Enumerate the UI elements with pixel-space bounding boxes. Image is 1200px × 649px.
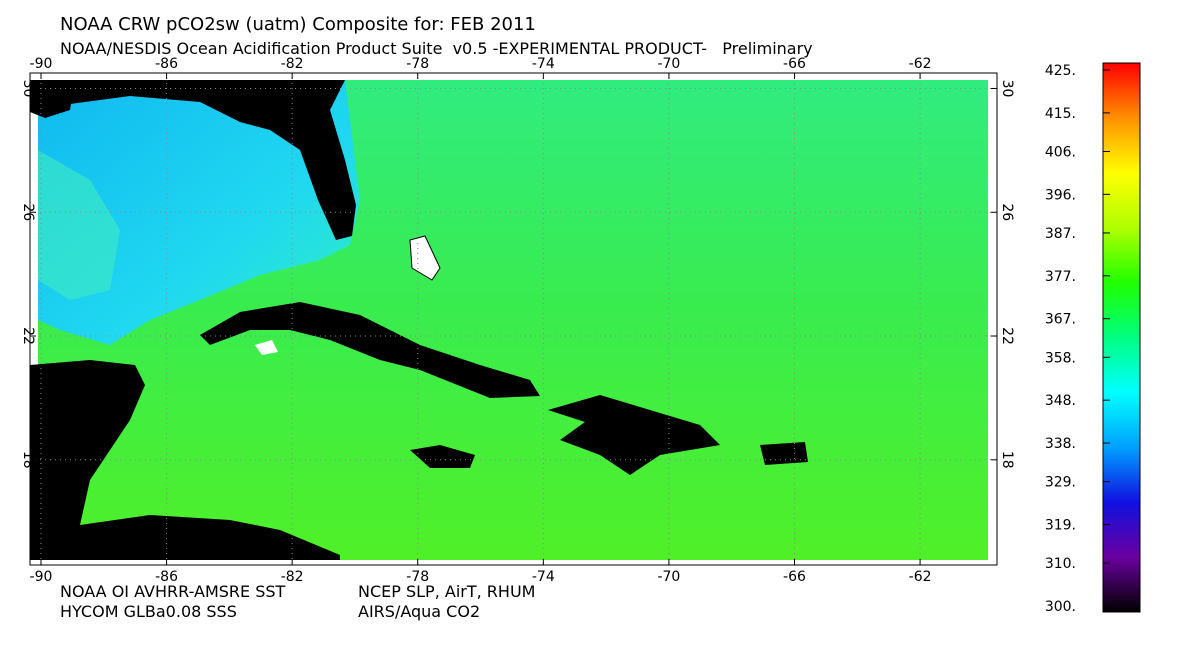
y-tick-label: 30 xyxy=(20,80,36,98)
colorbar-label: 387. xyxy=(1045,226,1076,242)
x-tick-label: -74 xyxy=(532,569,555,585)
colorbar-label: 310. xyxy=(1045,556,1076,572)
x-tick-label: -74 xyxy=(532,56,555,72)
y-tick-label: 26 xyxy=(999,203,1015,221)
colorbar-label: 396. xyxy=(1045,187,1076,203)
florida xyxy=(38,80,356,240)
colorbar-label: 348. xyxy=(1045,393,1076,409)
y-tick-label: 18 xyxy=(999,451,1015,469)
map-image xyxy=(29,72,998,566)
colorbar-ticks: 425. 415. 406. 396. 387. 377. 367. 358. 348. 338.… xyxy=(1045,63,1110,615)
jamaica xyxy=(410,445,475,468)
source: AIRS/Aqua CO2 xyxy=(358,602,480,621)
colorbar-label: 367. xyxy=(1045,312,1076,328)
colorbar-label: 300. xyxy=(1045,599,1076,615)
x-tick-label: -78 xyxy=(406,569,429,585)
puerto-rico xyxy=(760,442,808,465)
colorbar xyxy=(1102,62,1141,613)
map-frame xyxy=(29,72,998,566)
hispaniola xyxy=(548,395,720,475)
source: HYCOM GLBa0.08 SSS xyxy=(60,602,237,621)
y-tick-label: 26 xyxy=(20,203,36,221)
x-tick-label: -90 xyxy=(30,569,53,585)
x-tick-label: -70 xyxy=(657,56,680,72)
x-tick-label: -86 xyxy=(155,569,178,585)
x-tick-label: -66 xyxy=(783,56,806,72)
colorbar-label: 358. xyxy=(1045,350,1076,366)
y-tick-label: 18 xyxy=(20,451,36,469)
colorbar-label: 338. xyxy=(1045,436,1076,452)
colorbar-label: 406. xyxy=(1045,144,1076,160)
cuba xyxy=(200,302,540,398)
colorbar-label: 377. xyxy=(1045,269,1076,285)
source: NOAA OI AVHRR-AMSRE SST xyxy=(60,582,286,601)
colorbar-label: 425. xyxy=(1045,63,1076,79)
x-tick-label: -62 xyxy=(909,569,932,585)
x-tick-label: -82 xyxy=(281,56,304,72)
x-tick-label: -78 xyxy=(406,56,429,72)
axes: -90 -90 -86 -86 -82 -82 -78 -78 -74 -74 -70 -70 -66 -… xyxy=(20,56,1015,585)
title: NOAA CRW pCO2sw (uatm) Composite for: FE… xyxy=(60,14,536,35)
gulf-of-mexico xyxy=(38,80,360,345)
source: NCEP SLP, AirT, RHUM xyxy=(358,582,535,601)
colorbar-label: 329. xyxy=(1045,475,1076,491)
subtitle: NOAA/NESDIS Ocean Acidification Product … xyxy=(60,39,813,58)
x-tick-label: -70 xyxy=(657,569,680,585)
y-tick-label: 22 xyxy=(999,327,1015,345)
x-tick-label: -66 xyxy=(783,569,806,585)
x-tick-label: -90 xyxy=(30,56,53,72)
central-america xyxy=(30,360,340,560)
y-tick-label: 22 xyxy=(20,327,36,345)
colorbar-label: 319. xyxy=(1045,518,1076,534)
gulf-feature xyxy=(38,150,120,300)
x-tick-label: -82 xyxy=(281,569,304,585)
x-tick-label: -62 xyxy=(909,56,932,72)
x-tick-label: -86 xyxy=(155,56,178,72)
y-tick-label: 30 xyxy=(999,80,1015,98)
colorbar-label: 415. xyxy=(1045,106,1076,122)
isla-juventud xyxy=(255,340,278,355)
